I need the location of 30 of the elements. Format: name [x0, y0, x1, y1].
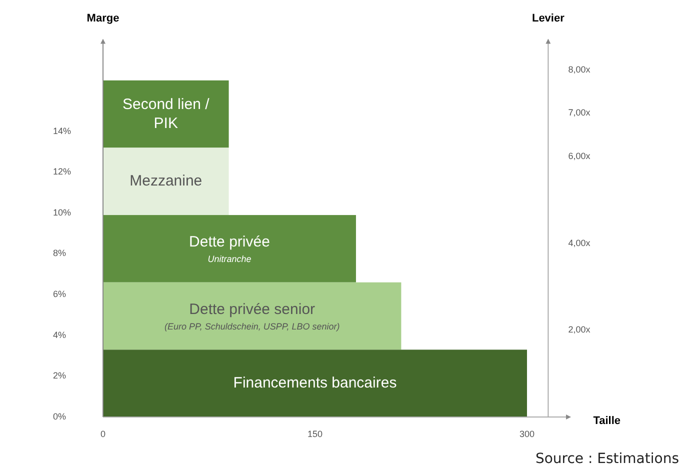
bar	[103, 282, 402, 350]
x-tick-label: 300	[519, 429, 535, 439]
y-tick-label: Dette privée senior (Euro PP, Schuldschein, USPP, LBO senior)	[164, 300, 340, 332]
y2-axis-title: Marge	[86, 12, 120, 25]
x-tick-label: 0	[100, 429, 106, 439]
y2-tick-label: 0%	[53, 411, 66, 422]
y2-tick-label: 4%	[53, 330, 66, 340]
source-note: Source : Estimations	[535, 451, 679, 467]
bar	[103, 148, 229, 216]
y-tick-label: Mezzanine	[130, 172, 202, 190]
y2-tick-label: 2%	[53, 370, 66, 381]
y2-tick-label: 8%	[53, 248, 66, 258]
bar	[103, 350, 527, 417]
bar	[103, 215, 356, 282]
bar	[103, 80, 229, 148]
y2-tick-label: 14%	[53, 126, 72, 136]
y3-tick-label: 4,00x	[568, 238, 591, 248]
y-tick-label: Financements bancaires	[233, 374, 397, 392]
y3-axis-title: Levier	[532, 12, 566, 25]
y-tick-label: Second lien / PIK	[122, 96, 210, 132]
y2-tick-label: 12%	[53, 166, 72, 177]
y-tick-label: Dette privée Unitranche	[189, 234, 270, 264]
y2-tick-label: 6%	[53, 288, 66, 299]
x-axis-title: Taille	[593, 414, 620, 427]
y3-tick-label: 7,00x	[568, 108, 591, 118]
y3-tick-label: 8,00x	[568, 64, 591, 74]
y3-tick-label: 6,00x	[568, 151, 591, 162]
y2-tick-label: 10%	[53, 207, 72, 218]
y3-tick-label: 2,00x	[568, 324, 591, 335]
x-tick-label: 150	[307, 429, 323, 439]
